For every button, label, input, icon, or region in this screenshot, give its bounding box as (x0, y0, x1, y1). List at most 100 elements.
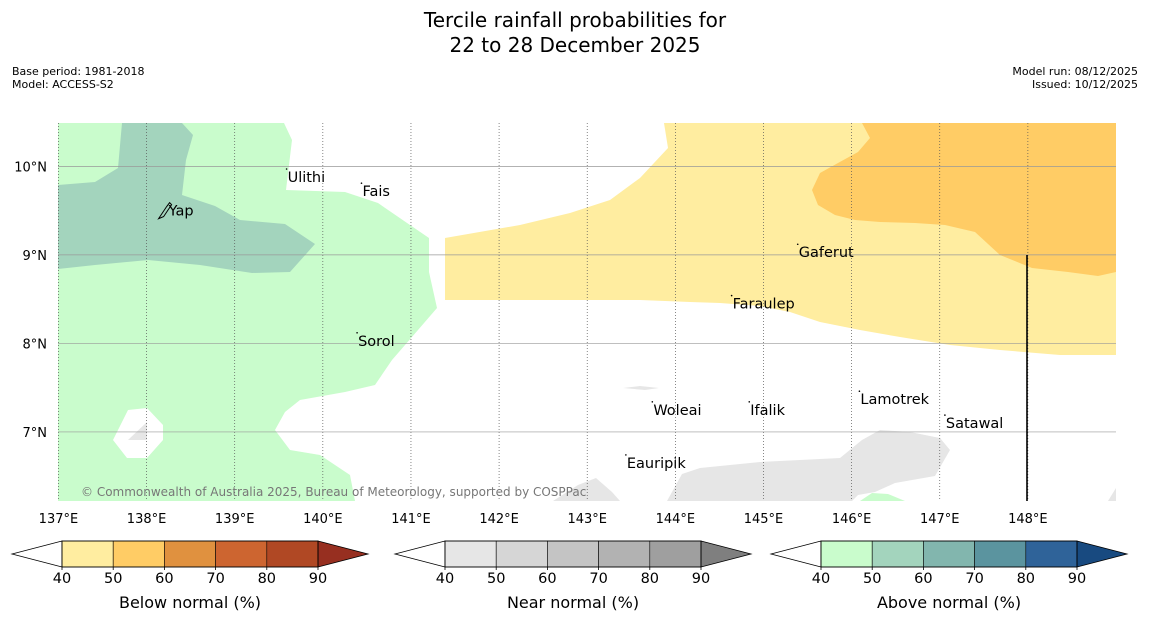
map-axes: 137°E 138°E 139°E 140°E 141°E 142°E 143°E 144°E… (14, 160, 1047, 527)
colorbar-tick-label: 80 (1017, 571, 1035, 587)
colorbar-segment (61, 540, 114, 568)
colorbar-frame (444, 540, 702, 568)
island-outline (157, 201, 173, 220)
lon-tick-label: 145°E (744, 512, 784, 527)
colorbar-tick-label: 50 (487, 571, 505, 587)
colorbar-segment (444, 540, 497, 568)
colorbar-3: 40 50 60 70 80 90 (769, 540, 1129, 587)
place-sorol: Sorol (356, 331, 395, 350)
place-label: Ifalik (750, 403, 785, 419)
colorbar-segment (495, 540, 548, 568)
island-dot (625, 454, 627, 456)
meta-left: Base period: 1981-2018 Model: ACCESS-S2 (12, 65, 144, 91)
above-normal-50-region (58, 123, 315, 273)
colorbar-frame (820, 540, 1078, 568)
base-period: Base period: 1981-2018 (12, 65, 145, 78)
colorbar-tick-label: 60 (155, 571, 173, 587)
colorbar-tick-label: 80 (258, 571, 276, 587)
colorbar-high-extension (1076, 540, 1129, 568)
lon-tick-label: 147°E (920, 512, 960, 527)
copyright-notice: © Commonwealth of Australia 2025, Bureau… (81, 485, 586, 499)
model-run: Model run: 08/12/2025 (1012, 65, 1138, 78)
island-dot (356, 331, 358, 334)
lat-tick-label: 10°N (14, 160, 47, 175)
colorbar-frame (61, 540, 319, 568)
lat-tick-label: 8°N (23, 337, 48, 352)
gray-notch (128, 422, 147, 440)
place-faraulep: Faraulep (730, 294, 795, 313)
lon-tick-label: 140°E (303, 512, 343, 527)
island-dot (360, 182, 363, 184)
place-woleai: Woleai (651, 401, 702, 419)
colorbar-segment (649, 540, 702, 568)
colorbar-segment (974, 540, 1027, 568)
colorbar-high-extension (317, 540, 370, 568)
place-label: Ulithi (288, 170, 326, 186)
colorbar-segment (215, 540, 268, 568)
island-dot (748, 401, 751, 403)
place-label: Fais (362, 184, 389, 200)
model-name: Model: ACCESS-S2 (12, 78, 114, 91)
above-normal-40-patch (860, 493, 905, 501)
colorbar-tick-label: 40 (436, 571, 454, 587)
gridlines (58, 123, 1116, 501)
place-ifalik: Ifalik (748, 401, 786, 419)
colorbar-segment (923, 540, 975, 568)
colorbar-tick-label: 90 (309, 571, 327, 587)
lat-tick-label: 7°N (23, 426, 48, 441)
place-label: Gaferut (799, 245, 854, 261)
place-gaferut: Gaferut (796, 243, 854, 261)
colorbar-tick-label: 70 (965, 571, 983, 587)
place-label: Sorol (358, 334, 395, 350)
colorbar-tick-label: 90 (1068, 571, 1086, 587)
lon-tick-label: 146°E (832, 512, 872, 527)
place-label: Lamotrek (860, 392, 929, 408)
place-eauripik: Eauripik (625, 454, 686, 472)
place-satawal: Satawal (944, 414, 1003, 432)
meta-right: Model run: 08/12/2025 Issued: 10/12/2025 (1012, 65, 1138, 91)
place-yap: Yap (157, 201, 194, 220)
place-label: Yap (168, 204, 194, 220)
colorbar-title: Near normal (%) (506, 593, 640, 612)
near-normal-40-region (553, 386, 1116, 501)
title-line-2: 22 to 28 December 2025 (449, 33, 701, 57)
lon-tick-label: 141°E (391, 512, 431, 527)
island-dot (730, 294, 733, 297)
colorbar-tick-label: 50 (863, 571, 881, 587)
map-title: Tercile rainfall probabilities for 22 to… (0, 8, 1150, 58)
place-labels: Yap Ulithi Fais Sorol Gaferut Faraulep Woleai I… (157, 168, 1003, 472)
lon-tick-label: 142°E (479, 512, 519, 527)
colorbar-tick-label: 60 (538, 571, 556, 587)
lat-tick-label: 9°N (23, 249, 48, 264)
colorbar-segment (112, 540, 165, 568)
colorbar-low-extension (393, 540, 446, 568)
colorbar-segment (266, 540, 319, 568)
lon-tick-label: 148°E (1008, 512, 1048, 527)
colorbar-tick-label: 50 (104, 571, 122, 587)
colorbar-tick-label: 40 (812, 571, 830, 587)
below-normal-50-region (812, 123, 1116, 276)
place-label: Eauripik (627, 456, 686, 472)
colorbar-1: 40 50 60 70 80 90 (10, 540, 370, 587)
colorbar-2: 40 50 60 70 80 90 (393, 540, 753, 587)
place-ulithi: Ulithi (285, 168, 326, 186)
island-dot (858, 390, 861, 392)
place-label: Faraulep (733, 297, 795, 313)
issued-date: Issued: 10/12/2025 (1031, 78, 1138, 91)
plot-area: Yap Ulithi Fais Sorol Gaferut Faraulep Woleai I… (58, 123, 1116, 501)
place-label: Woleai (653, 403, 701, 419)
colorbar-segment (820, 540, 873, 568)
title-line-1: Tercile rainfall probabilities for (423, 8, 727, 32)
lon-tick-label: 144°E (656, 512, 696, 527)
island-dot (651, 401, 654, 403)
colorbar-tick-label: 70 (206, 571, 224, 587)
colorbar-segment (164, 540, 216, 568)
colorbars: 40 50 60 70 80 90 40 50 60 70 80 90 40 50 60 70 80 90 (10, 540, 1129, 587)
colorbar-segment (871, 540, 924, 568)
island-dot (944, 414, 946, 416)
place-fais: Fais (360, 182, 390, 200)
colorbar-segment (1025, 540, 1078, 568)
lon-tick-label: 137°E (39, 512, 79, 527)
colorbar-low-extension (10, 540, 63, 568)
